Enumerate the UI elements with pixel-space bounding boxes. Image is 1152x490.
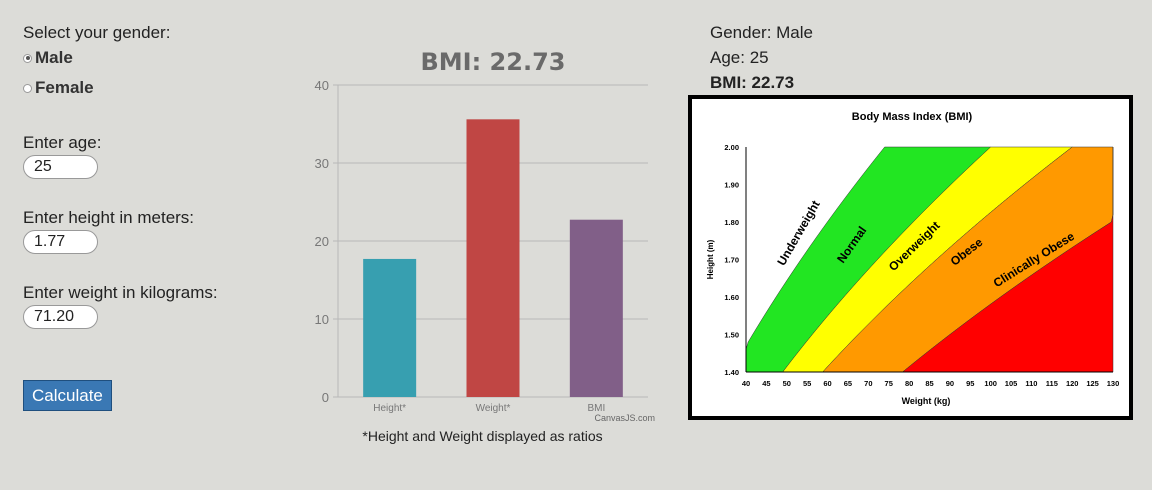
bmi-ref-xlabel: Weight (kg) xyxy=(902,396,951,406)
height-label: Enter height in meters: xyxy=(23,208,195,227)
bmi-ref-y-tick-1.90: 1.90 xyxy=(724,181,739,190)
bmi-ref-x-tick-115: 115 xyxy=(1046,379,1058,388)
y-tick-label-30: 30 xyxy=(315,156,329,171)
bmi-ref-x-tick-65: 65 xyxy=(844,379,852,388)
bmi-ref-y-tick-1.50: 1.50 xyxy=(724,331,739,340)
bmi-ref-x-tick-55: 55 xyxy=(803,379,811,388)
female-radio[interactable] xyxy=(23,83,32,93)
bmi-ref-ylabel: Height (m) xyxy=(706,239,715,279)
bar-bmi xyxy=(569,219,623,397)
age-input[interactable] xyxy=(23,155,98,179)
bmi-ref-x-tick-105: 105 xyxy=(1005,379,1018,388)
gender-option-male[interactable]: Male xyxy=(23,48,73,68)
x-tick-label-height: Height* xyxy=(373,403,406,414)
bmi-ref-x-tick-130: 130 xyxy=(1107,379,1120,388)
gender-prompt: Select your gender: xyxy=(23,23,171,42)
y-tick-label-40: 40 xyxy=(315,78,329,93)
calculate-button[interactable]: Calculate xyxy=(23,380,112,411)
bmi-ref-x-tick-60: 60 xyxy=(823,379,831,388)
bmi-ref-y-tick-1.70: 1.70 xyxy=(724,256,739,265)
female-label[interactable]: Female xyxy=(35,78,94,97)
bmi-ref-y-tick-1.60: 1.60 xyxy=(724,293,739,302)
bmi-bar-chart: BMI: 22.73 0 10 20 30 40 Height* Weight* BMICanv… xyxy=(315,48,655,423)
bmi-ref-x-tick-75: 75 xyxy=(885,379,893,388)
bmi-ref-y-tick-1.40: 1.40 xyxy=(724,368,739,377)
y-tick-label-10: 10 xyxy=(315,312,329,327)
height-input[interactable] xyxy=(23,230,98,254)
result-gender: Gender: Male xyxy=(710,23,813,42)
y-tick-label-0: 0 xyxy=(322,390,329,405)
result-age: Age: 25 xyxy=(710,48,769,67)
chart-note: *Height and Weight displayed as ratios xyxy=(362,428,603,444)
male-radio[interactable] xyxy=(23,53,32,63)
bmi-ref-x-tick-90: 90 xyxy=(946,379,954,388)
bmi-ref-x-tick-120: 120 xyxy=(1066,379,1079,388)
bmi-ref-x-tick-50: 50 xyxy=(783,379,791,388)
bar-height xyxy=(363,258,417,397)
bmi-ref-title: Body Mass Index (BMI) xyxy=(852,111,973,123)
weight-label: Enter weight in kilograms: xyxy=(23,283,218,302)
bmi-zone-underweight xyxy=(746,147,885,372)
bmi-ref-x-tick-125: 125 xyxy=(1086,379,1099,388)
bmi-zone-clinically-obese xyxy=(901,147,1114,373)
bmi-reference-chart: Body Mass Index (BMI) 1.40 1.50 1.60 1.70 1.8… xyxy=(706,111,1120,406)
bmi-ref-x-tick-110: 110 xyxy=(1025,379,1037,388)
bmi-ref-x-tick-100: 100 xyxy=(984,379,997,388)
bmi-ref-x-tick-45: 45 xyxy=(762,379,770,388)
bmi-ref-y-tick-1.80: 1.80 xyxy=(724,218,739,227)
gender-option-female[interactable]: Female xyxy=(23,78,94,98)
bmi-ref-x-tick-70: 70 xyxy=(864,379,872,388)
male-label[interactable]: Male xyxy=(35,48,73,67)
weight-input[interactable] xyxy=(23,305,98,329)
bmi-ref-y-tick-2.00: 2.00 xyxy=(724,143,739,152)
bmi-ref-x-tick-95: 95 xyxy=(966,379,974,388)
bmi-ref-x-tick-40: 40 xyxy=(742,379,750,388)
bar-weight xyxy=(466,119,520,397)
chart-title: BMI: 22.73 xyxy=(421,48,566,76)
x-tick-label-weight: Weight* xyxy=(476,403,511,414)
result-bmi: BMI: 22.73 xyxy=(710,73,795,92)
y-tick-label-20: 20 xyxy=(315,234,329,249)
bmi-ref-x-tick-85: 85 xyxy=(925,379,933,388)
chart-credit: CanvasJS.com xyxy=(594,413,655,423)
age-label: Enter age: xyxy=(23,133,102,152)
bmi-reference-image: Body Mass Index (BMI) 1.40 1.50 1.60 1.70 1.8… xyxy=(688,95,1133,420)
x-tick-label-bmi: BMI xyxy=(587,403,605,414)
bmi-ref-x-tick-80: 80 xyxy=(905,379,913,388)
